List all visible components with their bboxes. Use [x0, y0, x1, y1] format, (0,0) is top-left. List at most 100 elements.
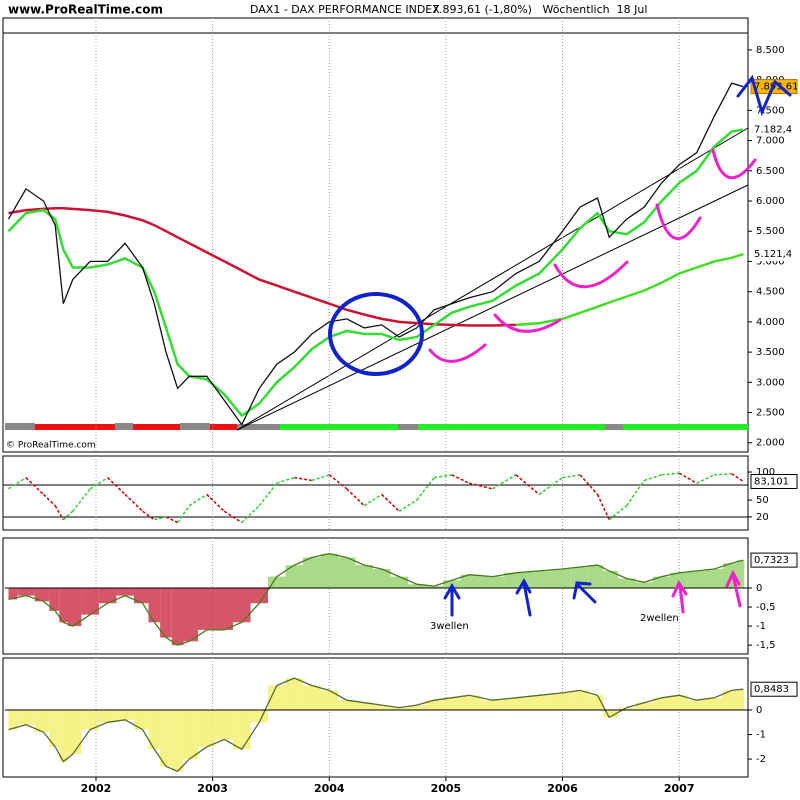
line-segment	[8, 477, 27, 490]
bar	[116, 588, 134, 596]
bar	[504, 697, 528, 711]
line-segment	[154, 516, 167, 521]
bar	[160, 710, 172, 767]
bar	[635, 702, 653, 711]
y-tick-label: 5.000	[756, 256, 785, 267]
source: www.ProRealTime.com	[8, 3, 163, 17]
bar	[390, 707, 408, 711]
bar	[588, 565, 604, 588]
value-tag: 5.121,4	[754, 249, 792, 260]
annotation: 3wellen	[430, 621, 469, 632]
bar	[737, 560, 745, 588]
bar	[373, 568, 391, 588]
bar	[571, 690, 589, 711]
series-line	[8, 207, 516, 327]
line-segment	[626, 480, 645, 507]
y-tick-label: -2	[756, 754, 766, 765]
bar	[34, 588, 50, 602]
bar	[652, 697, 671, 711]
value-tag-box	[750, 474, 798, 490]
x-tick-label: 2004	[314, 782, 345, 795]
bar	[480, 700, 505, 711]
bar	[59, 710, 68, 762]
line-segment	[434, 474, 452, 479]
bar	[160, 588, 172, 638]
y-tick-label: 8.500	[756, 45, 785, 56]
series-line	[7, 128, 744, 418]
line-segment	[276, 476, 295, 484]
y-tick-label: 0	[756, 583, 762, 594]
hand-drawings	[328, 74, 792, 617]
bar	[17, 710, 35, 725]
line-segment	[515, 474, 540, 496]
bar	[133, 710, 149, 730]
bar	[8, 710, 18, 730]
bar-outline	[8, 677, 744, 773]
y-tick-label: -1,5	[756, 640, 776, 651]
bar	[98, 588, 117, 604]
line-segment	[107, 477, 126, 496]
bar-outline	[8, 553, 744, 646]
bar	[687, 700, 706, 711]
line-segment	[661, 472, 680, 476]
value-tag: 7.893,61	[754, 82, 799, 93]
value-tag-box	[751, 122, 797, 137]
line-segment	[241, 505, 260, 524]
bar	[285, 678, 304, 711]
y-tick-label: 100	[756, 467, 775, 478]
bar	[133, 588, 149, 604]
bar	[320, 553, 339, 588]
bar	[171, 588, 184, 646]
bar	[460, 574, 481, 588]
line-segment	[142, 510, 155, 521]
line-segment	[562, 474, 581, 479]
y-tick-label: 4.000	[756, 317, 785, 328]
y-tick-label: 6.500	[756, 166, 785, 177]
line-segment	[469, 482, 493, 490]
value-tag: 0,7323	[754, 555, 789, 566]
bar	[635, 582, 653, 588]
bar	[617, 707, 636, 711]
bar	[705, 697, 723, 711]
line-segment	[398, 499, 418, 512]
marks: 2.000 2.500 3.000 3.500 4.000 4.500 5.000 5.500…	[5, 18, 799, 795]
bar	[603, 570, 618, 588]
value-tag-box	[751, 247, 797, 262]
bar	[338, 557, 356, 588]
bar	[737, 689, 745, 711]
line-segment	[25, 477, 45, 496]
panel-frame	[2, 17, 749, 453]
bar	[527, 570, 551, 588]
bar	[81, 588, 99, 615]
bar	[355, 702, 374, 711]
bar	[98, 710, 117, 723]
bar	[183, 710, 199, 760]
y-tick-label: 5.500	[756, 226, 785, 237]
x-tick-label: 2006	[547, 782, 578, 795]
y-tick-label: -1	[756, 730, 766, 741]
x-tick-label: 2007	[664, 782, 695, 795]
bar	[250, 588, 269, 604]
bar	[81, 710, 99, 730]
line-segment	[223, 510, 243, 524]
line-segment	[294, 476, 312, 482]
line-segment	[451, 474, 470, 484]
y-tick-label: 20	[756, 512, 769, 523]
y-tick-label: 2.500	[756, 408, 785, 419]
x-tick-label: 2003	[197, 782, 228, 795]
bar	[480, 576, 505, 588]
line-segment	[643, 474, 662, 482]
bar	[67, 710, 82, 755]
panel-frame	[2, 537, 749, 655]
y-tick-label: 3.500	[756, 347, 785, 358]
x-tick-label: 2005	[431, 782, 462, 795]
bar	[268, 576, 286, 588]
bar	[215, 710, 234, 740]
bar	[687, 570, 706, 588]
bar	[303, 557, 321, 588]
y-tick-label: 0	[756, 705, 762, 716]
bar	[8, 588, 18, 600]
line-segment	[678, 472, 698, 484]
